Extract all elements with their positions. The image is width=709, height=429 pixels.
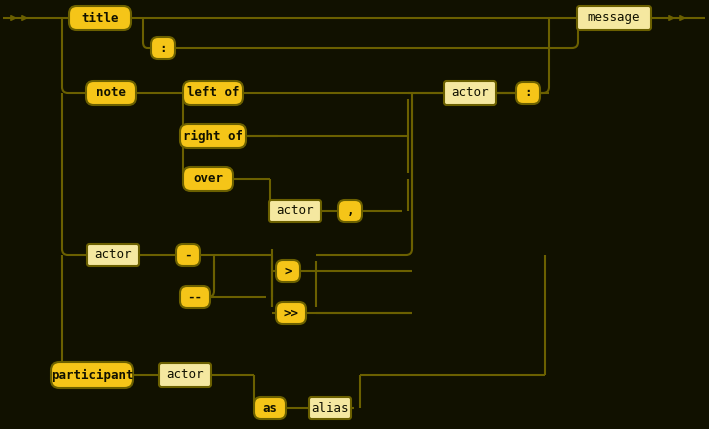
Text: ,: , <box>346 205 354 218</box>
FancyBboxPatch shape <box>309 397 351 419</box>
Text: left of: left of <box>186 87 239 100</box>
FancyBboxPatch shape <box>338 200 362 222</box>
FancyBboxPatch shape <box>183 81 243 105</box>
FancyBboxPatch shape <box>183 167 233 191</box>
FancyBboxPatch shape <box>86 81 136 105</box>
FancyBboxPatch shape <box>151 37 175 59</box>
FancyBboxPatch shape <box>516 82 540 104</box>
Text: over: over <box>193 172 223 185</box>
Text: >>: >> <box>284 306 298 320</box>
Text: note: note <box>96 87 126 100</box>
Text: --: -- <box>187 290 203 303</box>
Text: message: message <box>588 12 640 24</box>
Text: :: : <box>524 87 532 100</box>
FancyBboxPatch shape <box>254 397 286 419</box>
FancyBboxPatch shape <box>444 81 496 105</box>
FancyBboxPatch shape <box>87 244 139 266</box>
Text: :: : <box>160 42 167 54</box>
FancyBboxPatch shape <box>276 260 300 282</box>
Text: -: - <box>184 248 191 262</box>
FancyBboxPatch shape <box>276 302 306 324</box>
FancyBboxPatch shape <box>269 200 321 222</box>
Text: actor: actor <box>451 87 489 100</box>
Text: title: title <box>82 12 118 24</box>
Text: alias: alias <box>311 402 349 414</box>
FancyBboxPatch shape <box>69 6 131 30</box>
FancyBboxPatch shape <box>176 244 200 266</box>
Text: actor: actor <box>94 248 132 262</box>
FancyBboxPatch shape <box>51 362 133 388</box>
FancyBboxPatch shape <box>159 363 211 387</box>
FancyBboxPatch shape <box>180 124 246 148</box>
Text: actor: actor <box>166 369 203 381</box>
Text: as: as <box>262 402 277 414</box>
Text: >: > <box>284 265 291 278</box>
FancyBboxPatch shape <box>577 6 651 30</box>
FancyBboxPatch shape <box>180 286 210 308</box>
Text: participant: participant <box>51 369 133 381</box>
Text: actor: actor <box>277 205 314 218</box>
Text: right of: right of <box>183 130 243 142</box>
